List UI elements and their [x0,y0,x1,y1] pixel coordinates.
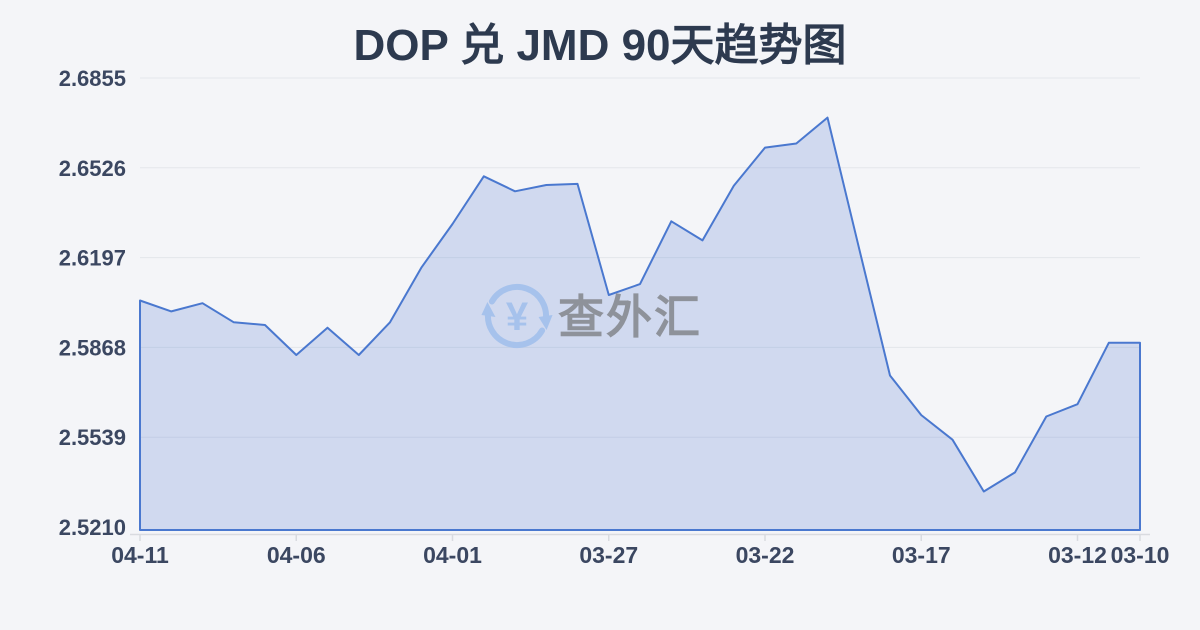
y-tick-label: 2.5868 [59,335,126,360]
x-tick-label: 03-17 [892,542,951,568]
refresh-arrow-top [488,283,550,324]
y-tick-label: 2.6855 [59,66,126,91]
x-tick-label: 03-10 [1111,542,1170,568]
x-tick-label: 03-27 [579,542,638,568]
watermark: ¥ 查外汇 [481,283,702,349]
y-tick-label: 2.5539 [59,425,126,450]
x-tick-label: 03-22 [736,542,795,568]
x-tick-label: 03-12 [1048,542,1107,568]
gridlines [140,77,1140,438]
y-tick-label: 2.6197 [59,246,126,271]
x-axis-ticks: 04-11 04-06 04-01 03-27 03-22 03-17 03-12 03-10 [111,534,1170,568]
x-tick-label: 04-06 [267,542,326,568]
y-tick-label: 2.5210 [59,515,126,540]
refresh-arrows-icon: ¥ [481,283,553,349]
refresh-arrow-bottom [484,308,546,349]
area-series [139,116,1141,531]
chart-title: DOP 兑 JMD 90天趋势图 [353,21,846,70]
y-axis-labels: 2.6855 2.6526 2.6197 2.5868 2.5539 2.5210 [59,66,126,540]
watermark-text: 查外汇 [558,291,702,343]
x-tick-label: 04-11 [111,542,169,568]
x-tick-label: 04-01 [423,542,482,568]
arrowhead-left [481,301,496,317]
y-tick-label: 2.6526 [59,156,126,181]
yuan-symbol-icon: ¥ [506,295,529,339]
arrowhead-right [538,315,553,331]
